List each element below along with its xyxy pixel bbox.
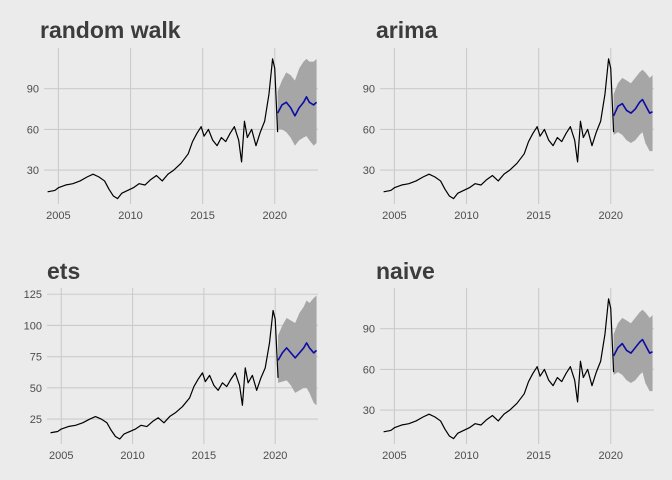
x-tick-label: 2020 bbox=[263, 450, 287, 462]
history-series-line bbox=[383, 298, 615, 440]
x-tick-label: 2005 bbox=[49, 450, 73, 462]
y-tick-label: 30 bbox=[363, 165, 375, 177]
panel-title: arima bbox=[376, 17, 438, 43]
x-tick-label: 2005 bbox=[382, 450, 406, 462]
plot-area: 2005 2010 2015 2020 30 60 90 bbox=[27, 48, 318, 222]
y-tick-label: 50 bbox=[30, 383, 42, 395]
plot-area: 2005 2010 2015 2020 30 60 90 bbox=[363, 48, 654, 222]
x-tick-label: 2005 bbox=[382, 210, 406, 222]
forecast-series-line bbox=[277, 342, 318, 361]
panel-title: random walk bbox=[40, 17, 181, 43]
y-tick-label: 100 bbox=[24, 320, 42, 332]
panel-title: ets bbox=[47, 258, 80, 284]
plot-area: 2005 2010 2015 2020 30 60 90 bbox=[363, 288, 654, 462]
panel-ets: ets 2005 2010 2015 2020 25 50 75 100 125 bbox=[24, 258, 318, 462]
y-tick-label: 75 bbox=[30, 352, 42, 364]
y-tick-label: 60 bbox=[363, 364, 375, 376]
panel-arima: arima 2005 2010 2015 2020 30 60 90 bbox=[363, 17, 654, 222]
x-tick-label: 2020 bbox=[262, 210, 286, 222]
y-tick-label: 30 bbox=[363, 405, 375, 417]
history-series-line bbox=[47, 58, 279, 200]
history-series-line bbox=[383, 58, 615, 200]
y-tick-label: 60 bbox=[27, 124, 39, 136]
x-tick-label: 2010 bbox=[118, 210, 142, 222]
history-series-line bbox=[50, 309, 279, 440]
plot-area: 2005 2010 2015 2020 25 50 75 100 125 bbox=[24, 288, 318, 462]
x-tick-label: 2020 bbox=[598, 210, 622, 222]
y-tick-label: 25 bbox=[30, 414, 42, 426]
y-tick-label: 30 bbox=[27, 165, 39, 177]
prediction-interval-band bbox=[277, 58, 317, 146]
x-tick-label: 2005 bbox=[46, 210, 70, 222]
panel-title: naive bbox=[376, 258, 435, 284]
forecast-series-line bbox=[612, 98, 653, 117]
x-tick-label: 2015 bbox=[190, 210, 214, 222]
x-tick-label: 2020 bbox=[598, 450, 622, 462]
panel-random-walk: random walk 2005 2010 2015 2020 30 60 90 bbox=[27, 17, 318, 222]
forecast-series-line bbox=[612, 338, 653, 357]
x-tick-label: 2015 bbox=[526, 210, 550, 222]
y-tick-label: 125 bbox=[24, 289, 42, 301]
y-tick-label: 60 bbox=[363, 124, 375, 136]
x-tick-label: 2010 bbox=[454, 210, 478, 222]
forecast-series-line bbox=[276, 96, 318, 117]
y-tick-label: 90 bbox=[363, 324, 375, 336]
x-tick-label: 2015 bbox=[192, 450, 216, 462]
y-tick-label: 90 bbox=[27, 84, 39, 96]
prediction-interval-band bbox=[278, 295, 317, 406]
x-tick-label: 2010 bbox=[120, 450, 144, 462]
y-tick-label: 90 bbox=[363, 84, 375, 96]
x-tick-label: 2015 bbox=[526, 450, 550, 462]
panel-naive: naive 2005 2010 2015 2020 30 60 90 bbox=[363, 258, 654, 462]
x-tick-label: 2010 bbox=[454, 450, 478, 462]
